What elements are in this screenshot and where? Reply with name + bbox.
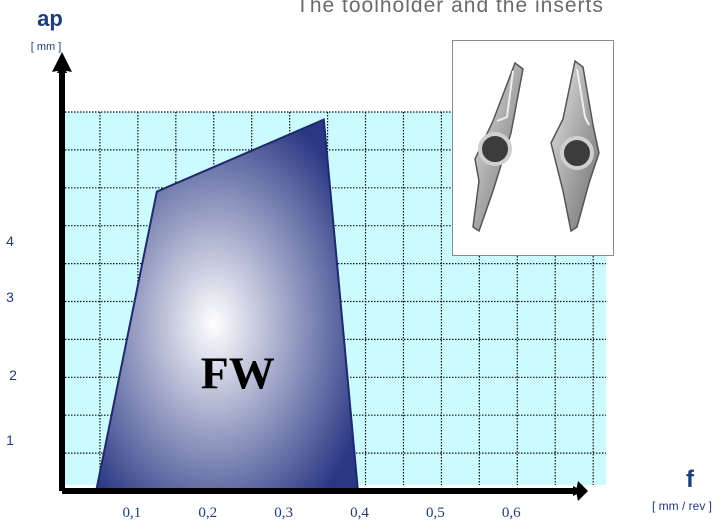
region-label: FW — [201, 348, 275, 399]
labels: 0,1 0,2 0,3 0,4 0,5 0,6 1 2 3 4 f [ mm / rev ] ap [ m… — [6, 6, 712, 521]
x-tick-label: 0,3 — [274, 505, 293, 521]
x-axis-unit: [ mm / rev ] — [652, 499, 712, 513]
x-tick-label: 0,5 — [426, 505, 445, 521]
region-layer: FW — [94, 118, 360, 492]
x-axis-title: f — [686, 466, 695, 493]
x-axis-arrow-icon — [576, 481, 588, 501]
right-insert-icon — [550, 59, 600, 233]
x-tick-label: 0,6 — [502, 505, 521, 521]
y-tick-label: 4 — [6, 233, 14, 249]
left-insert-icon — [472, 61, 524, 233]
y-axis-unit: [ mm ] — [31, 41, 62, 53]
y-tick-label: 3 — [6, 289, 14, 305]
page-title-fragment: The toolholder and the inserts — [296, 0, 604, 17]
axes — [52, 52, 588, 501]
y-axis-title: ap — [37, 6, 63, 31]
y-tick-label: 2 — [9, 367, 17, 383]
x-tick-label: 0,4 — [350, 505, 369, 521]
x-tick-label: 0,2 — [198, 505, 217, 521]
insert-photo-icon — [452, 40, 614, 256]
x-tick-label: 0,1 — [123, 505, 142, 521]
y-axis-arrow-icon — [52, 52, 72, 72]
y-tick-label: 1 — [6, 432, 14, 448]
